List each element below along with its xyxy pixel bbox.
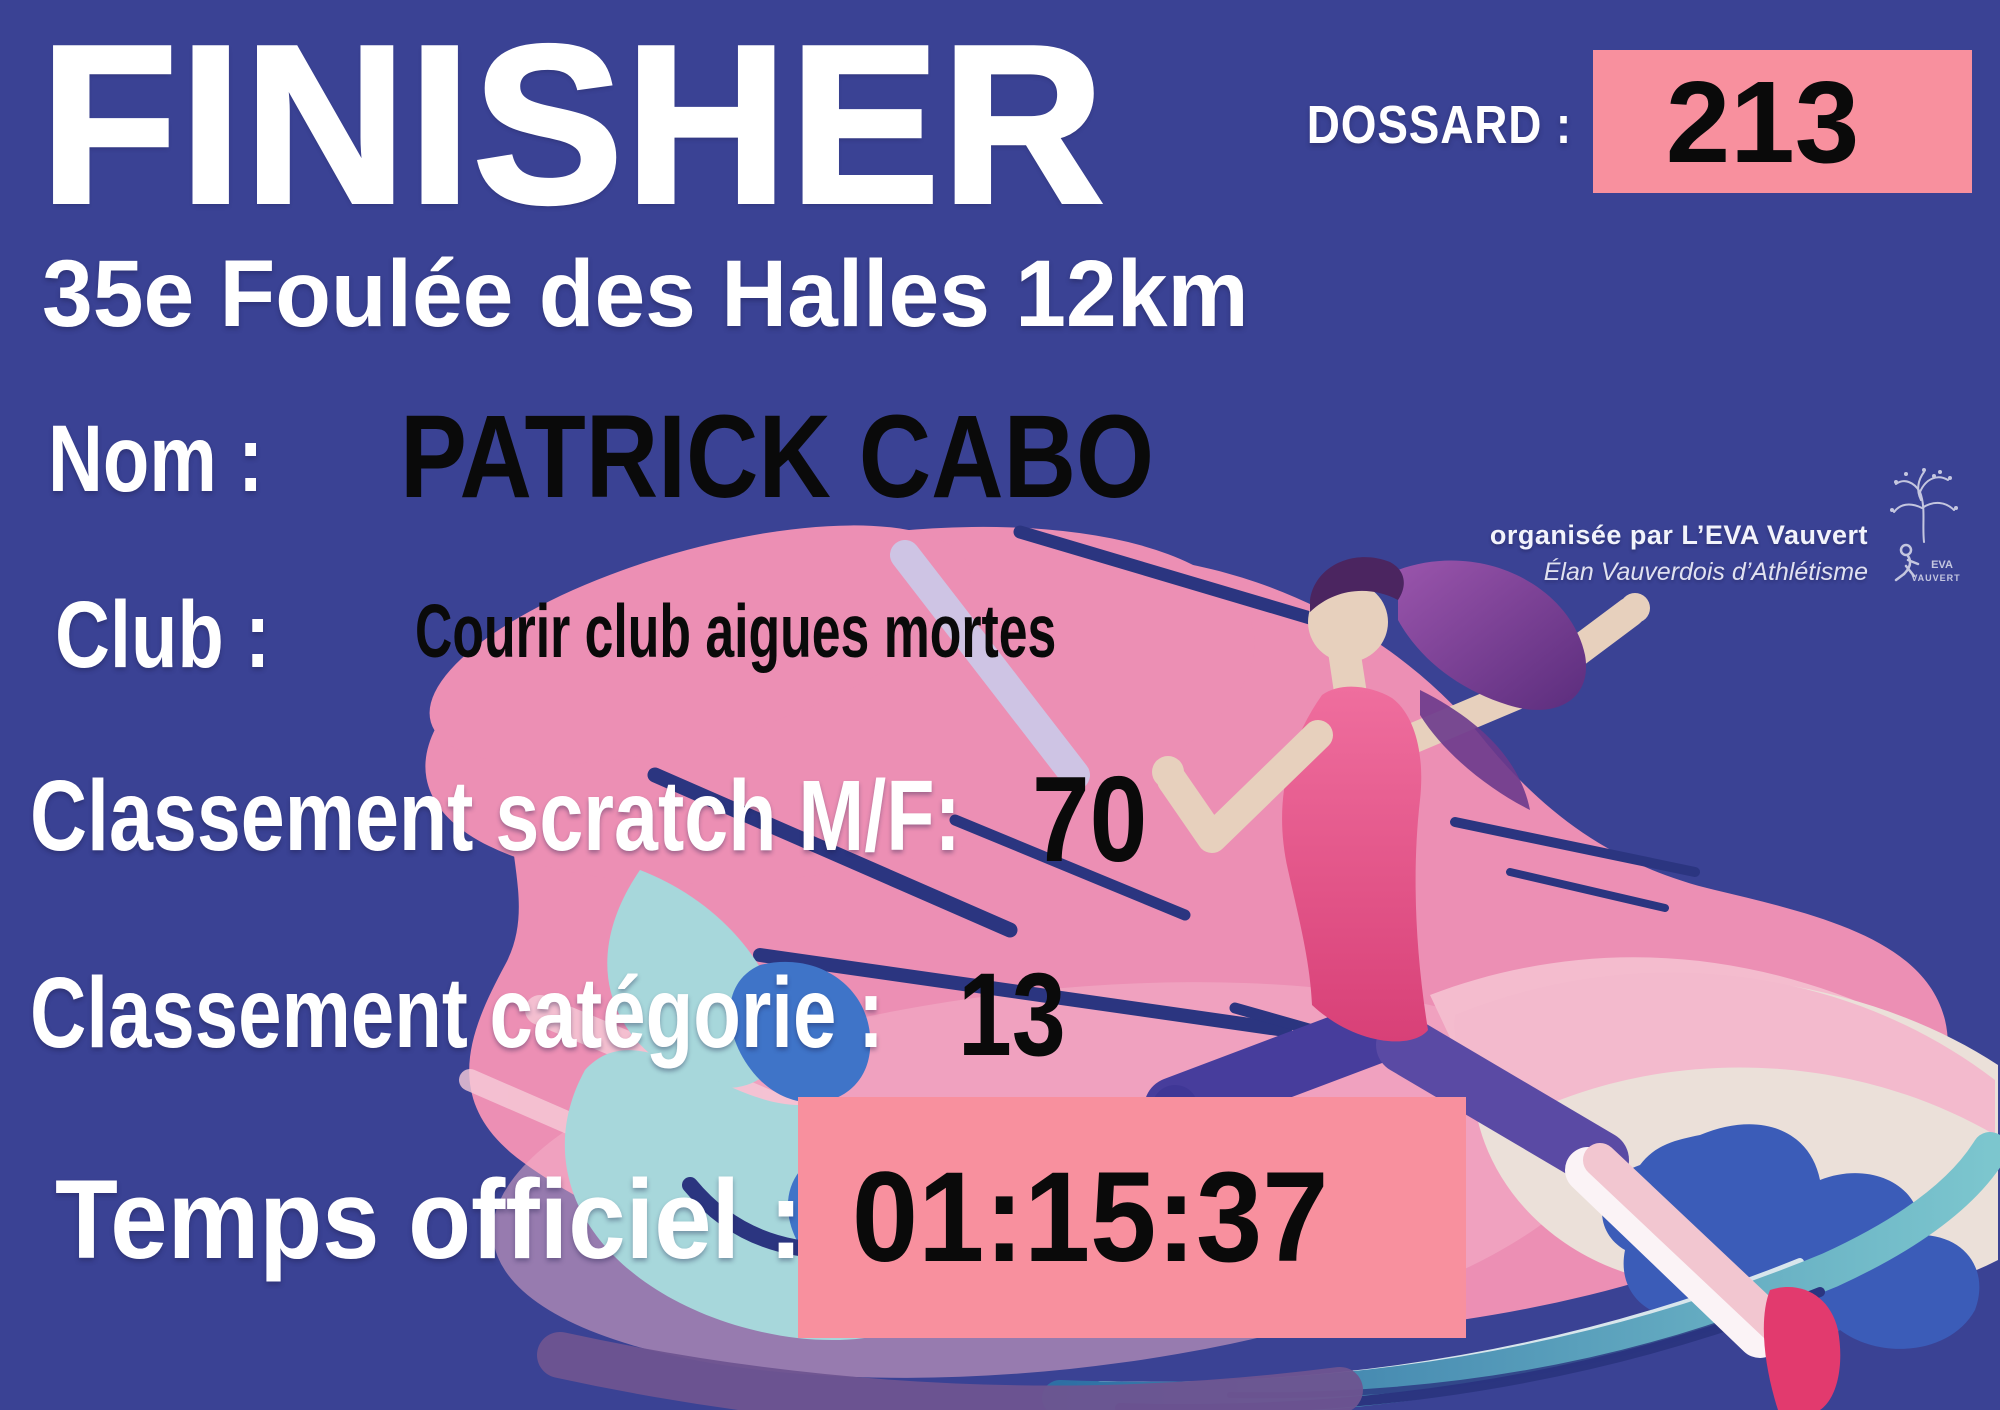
eva-vauvert-logo-icon: EVA VAUVERT xyxy=(1890,468,1960,583)
dossard-number-box: 213 xyxy=(1593,50,1972,193)
organizer-line1: organisée par L’EVA Vauvert xyxy=(1489,520,1868,550)
classement-scratch-value: 70 xyxy=(1032,751,1148,887)
race-name: 35e Foulée des Halles 12km xyxy=(42,241,1249,347)
classement-scratch-label: Classement scratch M/F: xyxy=(30,760,961,872)
wave-shapes xyxy=(537,972,2000,1410)
club-label: Club : xyxy=(55,582,271,688)
eva-logo-text-top: EVA xyxy=(1931,559,1953,571)
nom-label: Nom : xyxy=(48,406,264,512)
temps-officiel-value: 01:15:37 xyxy=(851,1145,1329,1289)
classement-categorie-label: Classement catégorie : xyxy=(30,957,885,1069)
page-title: FINISHER xyxy=(38,0,1107,250)
temps-officiel-box: 01:15:37 xyxy=(798,1097,1466,1338)
organizer-credit: organisée par L’EVA Vauvert Élan Vauverd… xyxy=(1490,520,1868,587)
nom-value: PATRICK CABO xyxy=(400,391,1155,523)
dossard-label: DOSSARD : xyxy=(1306,95,1572,155)
club-value: Courir club aigues mortes xyxy=(415,589,1057,673)
temps-officiel-label: Temps officiel : xyxy=(55,1157,804,1282)
dossard-number: 213 xyxy=(1665,56,1860,187)
organizer-line2: Élan Vauverdois d’Athlétisme xyxy=(1543,558,1868,586)
classement-categorie-value: 13 xyxy=(958,949,1066,1081)
eva-logo-text-bottom: VAUVERT xyxy=(1911,573,1960,583)
